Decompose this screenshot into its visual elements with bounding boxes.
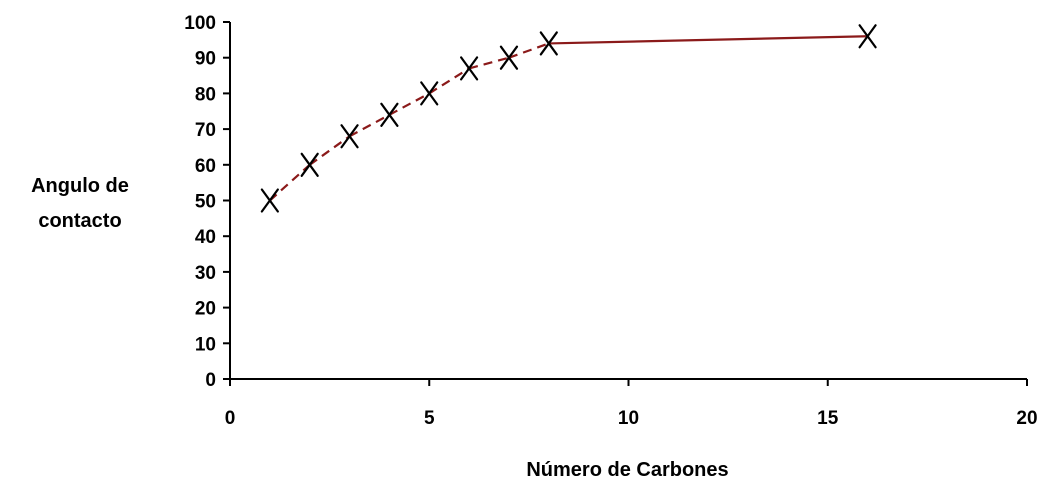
y-tick-label: 0 xyxy=(205,370,216,391)
axis-labels: Angulo de contacto Número de Carbones xyxy=(31,175,729,481)
x-tick-label: 20 xyxy=(1016,408,1037,429)
series-line-segment xyxy=(548,35,868,45)
y-tick-label: 90 xyxy=(195,49,216,70)
data-point-x-marker xyxy=(420,81,439,106)
y-tick-label: 80 xyxy=(195,84,216,105)
series-line-segment xyxy=(508,42,550,59)
marker-stroke xyxy=(340,124,359,149)
y-tick-label: 20 xyxy=(195,299,216,320)
y-axis-title-line-2: contacto xyxy=(38,210,121,232)
data-point-x-marker xyxy=(340,124,359,149)
data-markers xyxy=(260,24,877,213)
y-tick-label: 60 xyxy=(195,156,216,177)
series-lines xyxy=(269,35,868,202)
y-axis-title-line-1: Angulo de xyxy=(31,175,129,197)
data-point-x-marker xyxy=(858,24,877,49)
data-point-x-marker xyxy=(499,45,519,70)
x-tick-label: 0 xyxy=(225,408,236,429)
y-tick-label: 10 xyxy=(195,334,216,355)
marker-stroke xyxy=(858,24,877,49)
series-line-segment xyxy=(428,67,470,95)
y-tick-label: 30 xyxy=(195,263,216,284)
x-tick-label: 15 xyxy=(817,408,839,429)
marker-stroke xyxy=(420,81,439,106)
series-line-segment xyxy=(269,163,311,202)
marker-stroke xyxy=(380,102,399,127)
data-point-x-marker xyxy=(300,152,319,177)
y-tick-label: 100 xyxy=(184,13,216,34)
series-line-segment xyxy=(309,135,351,166)
data-point-x-marker xyxy=(460,56,479,81)
y-tick-label: 50 xyxy=(195,192,216,213)
axes: 0 10 20 30 40 50 60 70 80 90 100 0 5 10 15 20 xyxy=(184,13,1037,429)
marker-stroke xyxy=(300,152,319,177)
data-point-x-marker xyxy=(260,188,279,213)
data-point-x-marker xyxy=(539,31,558,56)
data-point-x-marker xyxy=(380,102,399,127)
x-tick-label: 5 xyxy=(424,408,435,429)
x-tick-label: 10 xyxy=(618,408,639,429)
series-line-segment xyxy=(349,113,390,138)
marker-stroke xyxy=(539,31,558,56)
marker-stroke xyxy=(260,188,279,213)
series-line-segment xyxy=(468,56,510,70)
series-line-segment xyxy=(388,92,430,116)
y-tick-label: 40 xyxy=(195,227,216,248)
x-axis-title: Número de Carbones xyxy=(526,459,728,481)
y-tick-label: 70 xyxy=(195,120,216,141)
marker-stroke xyxy=(499,45,519,70)
marker-stroke xyxy=(460,56,479,81)
